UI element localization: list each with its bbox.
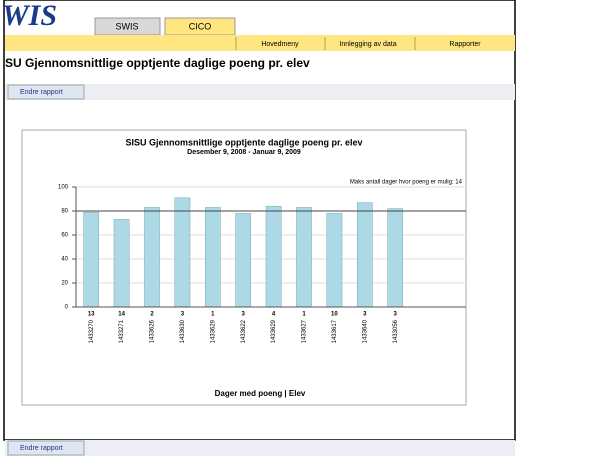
day-label: 3 [363,312,367,318]
button-bar [5,440,515,456]
y-tick-label: 40 [61,257,68,263]
x-tick-label: 1433629 [210,319,216,343]
x-tick-label: 1433627 [302,319,308,343]
chart-subtitle: Desember 9, 2008 - Januar 9, 2009 [187,149,301,156]
day-label: 4 [272,312,276,318]
menu-item[interactable]: Innlegging av data [339,41,396,48]
bar [235,213,252,308]
page-title: SU Gjennomsnittlige opptjente daglige po… [5,56,310,70]
x-tick-label: 1433056 [393,319,399,343]
x-tick-label: 1433622 [241,319,247,343]
day-label: 3 [394,312,398,318]
y-tick-label: 0 [65,305,69,311]
menu-item[interactable]: Rapporter [449,41,481,48]
bar [387,208,404,308]
x-axis-label: Dager med poeng | Elev [215,389,306,398]
bar [326,213,343,308]
button-label[interactable]: Endre rapport [20,445,63,452]
tab-label[interactable]: SWIS [115,21,138,31]
button-bar [5,84,515,100]
button-label[interactable]: Endre rapport [20,89,63,96]
y-tick-label: 80 [61,209,68,215]
day-label: 13 [88,312,95,318]
bar [174,197,191,308]
bar [265,205,282,308]
x-tick-label: 1433617 [332,319,338,343]
menu-item[interactable]: Hovedmeny [261,41,299,48]
menu-bar [5,35,515,51]
bar [83,211,100,308]
y-tick-label: 60 [61,233,68,239]
day-label: 10 [331,312,338,318]
day-label: 3 [242,312,246,318]
y-tick-label: 20 [61,281,68,287]
logo: WIS [2,0,57,32]
x-tick-label: 1433629 [271,319,277,343]
day-label: 2 [150,312,154,318]
bar [113,219,130,308]
x-tick-label: 1433270 [89,319,95,343]
annotation: Maks antall dager hvor poeng er mulig: 1… [350,180,463,186]
day-label: 1 [211,312,215,318]
button[interactable] [7,84,85,100]
bar [296,207,312,308]
day-label: 3 [181,312,185,318]
x-tick-label: 1433630 [180,319,186,343]
y-tick-label: 100 [58,185,69,191]
chart-title: SISU Gjennomsnittlige opptjente daglige … [125,137,362,147]
x-tick-label: 1433640 [362,319,368,343]
x-tick-label: 1433271 [119,319,125,343]
x-tick-label: 1433626 [150,319,156,343]
bar [356,202,373,308]
tab-label[interactable]: CICO [189,21,212,31]
bar [144,207,160,308]
day-label: 14 [118,312,125,318]
button[interactable] [7,440,85,456]
bar [204,207,221,308]
day-label: 1 [302,312,306,318]
